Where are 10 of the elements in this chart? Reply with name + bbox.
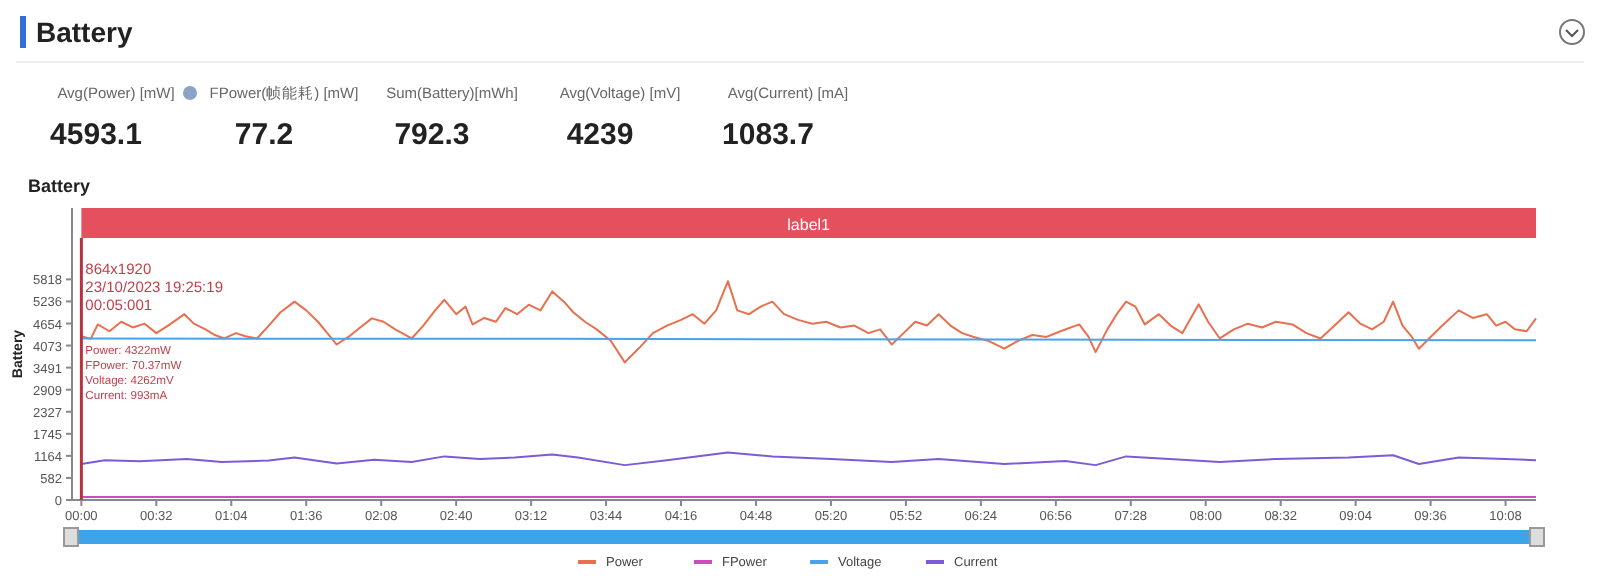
chart-title: Battery [28, 176, 91, 196]
text: Battery [36, 16, 133, 48]
band-label: label1 [787, 216, 832, 234]
text: 4239 [566, 118, 634, 152]
line-series [80, 451, 1537, 467]
text: 1083.7 [722, 118, 814, 152]
text: 77.2 [234, 118, 294, 152]
text: 792.3 [394, 118, 470, 152]
line-series [80, 280, 1537, 364]
text: 4593.1 [50, 118, 142, 152]
